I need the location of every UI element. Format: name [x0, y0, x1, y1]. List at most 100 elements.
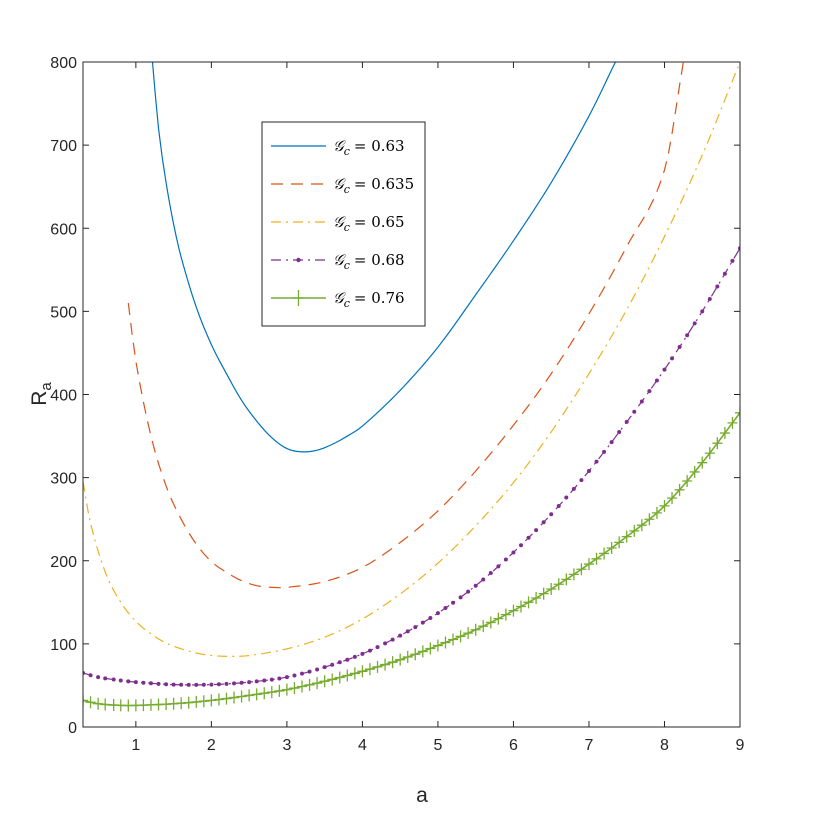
series-marker-4 — [141, 680, 146, 685]
series-marker-5 — [644, 513, 655, 526]
legend-marker-5 — [292, 290, 305, 306]
series-marker-4 — [88, 673, 93, 678]
series-marker-5 — [221, 692, 232, 705]
series-marker-4 — [224, 681, 229, 686]
series-marker-5 — [410, 648, 421, 661]
series-marker-5 — [591, 552, 602, 565]
legend-label-3: 𝒢c = 0.65 — [333, 213, 405, 234]
legend-value: = 0.635 — [354, 175, 414, 193]
series-marker-4 — [156, 681, 161, 686]
series-marker-5 — [100, 698, 111, 711]
series-layer — [83, 62, 740, 712]
series-marker-5 — [712, 437, 723, 450]
series-marker-4 — [352, 654, 357, 659]
series-marker-4 — [179, 682, 184, 687]
series-marker-5 — [448, 633, 459, 646]
series-marker-5 — [455, 630, 466, 643]
series-marker-4 — [526, 535, 531, 540]
series-marker-4 — [662, 367, 667, 372]
series-marker-5 — [387, 656, 398, 669]
series-marker-4 — [262, 678, 267, 683]
series-marker-4 — [715, 284, 720, 289]
series-marker-4 — [722, 271, 727, 276]
series-marker-5 — [478, 620, 489, 633]
y-tick-label: 300 — [50, 471, 77, 488]
series-marker-5 — [191, 695, 202, 708]
series-marker-4 — [284, 675, 289, 680]
series-marker-4 — [216, 682, 221, 687]
series-marker-5 — [500, 608, 511, 621]
series-marker-4 — [186, 682, 191, 687]
legend-symbol: 𝒢 — [333, 213, 346, 231]
series-marker-5 — [576, 563, 587, 576]
x-axis-label: a — [416, 784, 428, 807]
y-tick-label: 800 — [50, 55, 77, 72]
series-marker-5 — [629, 524, 640, 537]
series-marker-5 — [93, 697, 104, 710]
series-marker-5 — [259, 687, 270, 700]
series-marker-5 — [342, 669, 353, 682]
x-tick-label: 1 — [131, 737, 140, 754]
y-tick-label: 700 — [50, 138, 77, 155]
series-marker-5 — [198, 695, 209, 708]
legend: 𝒢c = 0.63 𝒢c = 0.635 𝒢c = 0.65 𝒢c = 0.68 𝒢c = 0.7… — [261, 121, 426, 327]
series-marker-5 — [357, 665, 368, 678]
series-marker-5 — [85, 696, 96, 709]
series-marker-4 — [315, 667, 320, 672]
x-tick-label: 8 — [660, 737, 669, 754]
series-marker-5 — [417, 645, 428, 658]
y-axis-label-main: R — [28, 391, 51, 406]
series-marker-5 — [334, 671, 345, 684]
series-marker-4 — [405, 629, 410, 634]
series-marker-5 — [493, 612, 504, 625]
series-marker-5 — [440, 636, 451, 649]
series-marker-4 — [624, 419, 629, 424]
series-marker-4 — [367, 648, 372, 653]
x-tick-label: 7 — [585, 737, 594, 754]
series-marker-5 — [667, 492, 678, 505]
series-marker-5 — [636, 519, 647, 532]
legend-symbol: 𝒢 — [333, 251, 346, 269]
series-marker-4 — [269, 677, 274, 682]
series-marker-4 — [428, 615, 433, 620]
series-marker-4 — [579, 478, 584, 483]
series-marker-4 — [420, 620, 425, 625]
series-marker-5 — [485, 616, 496, 629]
y-tick-label: 500 — [50, 304, 77, 321]
series-marker-4 — [232, 681, 237, 686]
series-marker-4 — [556, 503, 561, 508]
series-marker-4 — [194, 682, 199, 687]
series-marker-4 — [707, 297, 712, 302]
series-marker-5 — [206, 694, 217, 707]
series-marker-4 — [602, 449, 607, 454]
series-marker-5 — [327, 673, 338, 686]
legend-value: = 0.65 — [354, 213, 405, 231]
series-marker-5 — [606, 541, 617, 554]
series-marker-5 — [266, 686, 277, 699]
series-marker-5 — [727, 416, 738, 429]
series-marker-4 — [390, 637, 395, 642]
series-marker-5 — [213, 693, 224, 706]
series-marker-5 — [651, 506, 662, 519]
series-marker-5 — [251, 688, 262, 701]
series-marker-5 — [674, 483, 685, 496]
legend-value: = 0.76 — [354, 289, 405, 307]
series-marker-4 — [398, 633, 403, 638]
series-marker-4 — [307, 669, 312, 674]
series-marker-4 — [345, 657, 350, 662]
series-marker-5 — [614, 536, 625, 549]
series-marker-5 — [380, 658, 391, 671]
legend-symbol: 𝒢 — [333, 137, 346, 155]
series-marker-4 — [632, 409, 637, 414]
series-marker-5 — [183, 696, 194, 709]
series-marker-4 — [647, 389, 652, 394]
series-marker-4 — [639, 399, 644, 404]
series-marker-5 — [538, 587, 549, 600]
series-marker-4 — [247, 680, 252, 685]
series-line-4 — [83, 247, 740, 686]
series-marker-4 — [586, 468, 591, 473]
series-line-3 — [83, 62, 740, 657]
series-marker-4 — [126, 679, 131, 684]
series-marker-4 — [164, 682, 169, 687]
series-line-1 — [151, 62, 616, 453]
